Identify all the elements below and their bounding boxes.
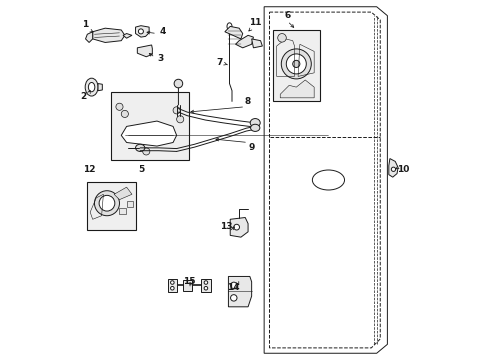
Polygon shape bbox=[251, 39, 262, 48]
Bar bbox=[183, 280, 192, 291]
Polygon shape bbox=[137, 45, 152, 57]
Polygon shape bbox=[228, 276, 251, 307]
Text: 15: 15 bbox=[183, 277, 195, 286]
Ellipse shape bbox=[173, 107, 180, 114]
Circle shape bbox=[233, 224, 239, 230]
Text: 3: 3 bbox=[157, 54, 163, 63]
Ellipse shape bbox=[226, 23, 231, 30]
Text: 7: 7 bbox=[216, 58, 222, 67]
Bar bbox=[272, 30, 319, 102]
Ellipse shape bbox=[88, 82, 95, 92]
Polygon shape bbox=[167, 279, 177, 292]
Circle shape bbox=[203, 281, 207, 284]
Ellipse shape bbox=[174, 79, 183, 88]
Text: 11: 11 bbox=[248, 18, 261, 27]
Text: 13: 13 bbox=[220, 222, 232, 231]
Polygon shape bbox=[388, 158, 397, 177]
Circle shape bbox=[170, 287, 174, 290]
Text: 10: 10 bbox=[396, 165, 409, 174]
Ellipse shape bbox=[250, 124, 259, 131]
Text: 14: 14 bbox=[227, 283, 240, 292]
Polygon shape bbox=[123, 33, 132, 38]
Polygon shape bbox=[201, 279, 210, 292]
Circle shape bbox=[203, 287, 207, 290]
Circle shape bbox=[292, 60, 299, 67]
Bar bbox=[110, 93, 189, 160]
Polygon shape bbox=[85, 32, 93, 42]
Text: 4: 4 bbox=[159, 27, 165, 36]
Polygon shape bbox=[98, 84, 102, 91]
Text: 8: 8 bbox=[244, 97, 251, 106]
Ellipse shape bbox=[277, 33, 285, 42]
Text: 1: 1 bbox=[82, 20, 88, 29]
Text: 12: 12 bbox=[82, 165, 95, 174]
Ellipse shape bbox=[142, 148, 149, 155]
Text: 5: 5 bbox=[138, 165, 144, 174]
Polygon shape bbox=[230, 217, 247, 237]
Text: 2: 2 bbox=[80, 91, 86, 100]
Circle shape bbox=[230, 282, 237, 289]
Circle shape bbox=[138, 29, 143, 34]
Circle shape bbox=[281, 49, 311, 79]
Circle shape bbox=[99, 195, 115, 211]
Polygon shape bbox=[135, 26, 149, 37]
Bar bbox=[119, 207, 125, 214]
Ellipse shape bbox=[85, 78, 98, 96]
Circle shape bbox=[390, 167, 395, 171]
Polygon shape bbox=[224, 26, 242, 39]
Circle shape bbox=[285, 54, 305, 74]
Ellipse shape bbox=[250, 118, 260, 127]
Ellipse shape bbox=[116, 103, 123, 111]
Circle shape bbox=[170, 281, 174, 284]
Polygon shape bbox=[235, 35, 253, 48]
Text: 6: 6 bbox=[284, 11, 290, 20]
Circle shape bbox=[230, 295, 237, 301]
Bar bbox=[87, 182, 135, 230]
Text: 9: 9 bbox=[248, 143, 254, 152]
Ellipse shape bbox=[135, 144, 144, 152]
Ellipse shape bbox=[312, 170, 344, 190]
Polygon shape bbox=[121, 121, 176, 146]
Ellipse shape bbox=[176, 116, 183, 123]
Ellipse shape bbox=[121, 111, 128, 117]
Polygon shape bbox=[93, 28, 124, 42]
Circle shape bbox=[94, 191, 119, 216]
Polygon shape bbox=[280, 80, 313, 98]
Bar bbox=[127, 201, 133, 207]
Polygon shape bbox=[264, 7, 386, 353]
Polygon shape bbox=[114, 187, 132, 200]
